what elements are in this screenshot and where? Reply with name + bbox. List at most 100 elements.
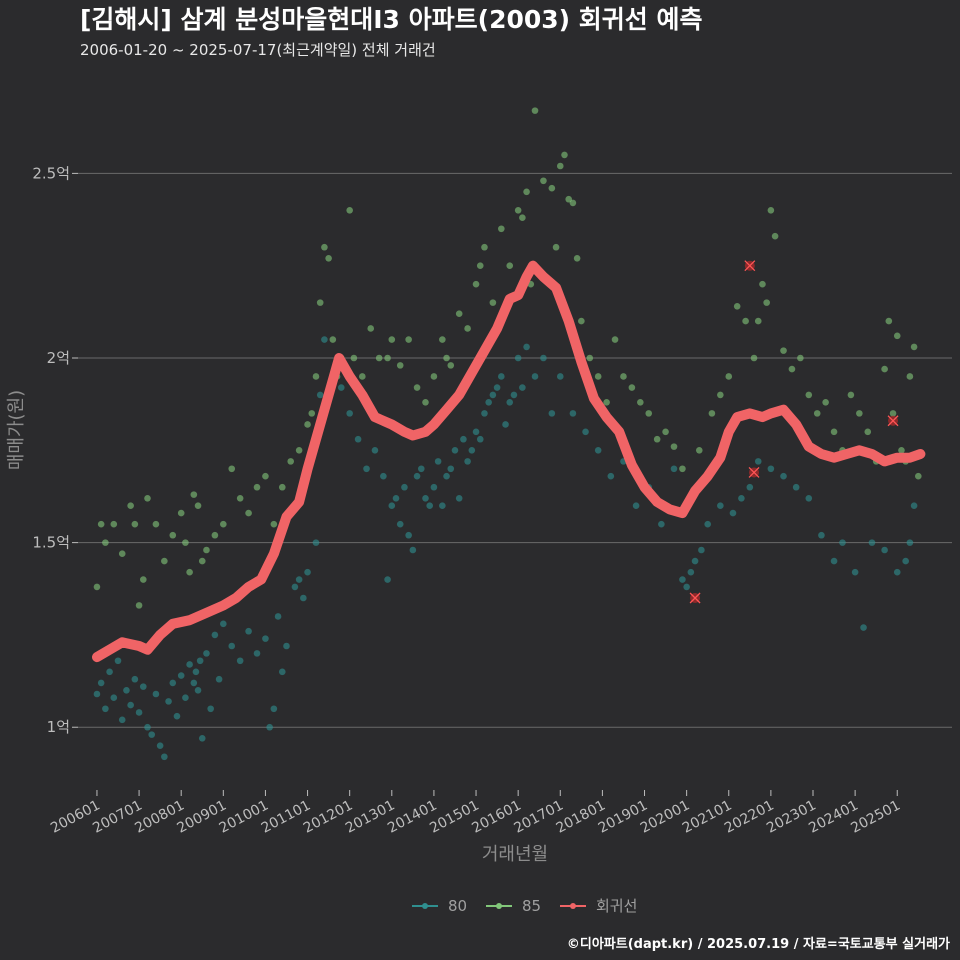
data-point-80 <box>851 568 859 576</box>
data-point-85 <box>506 262 514 269</box>
data-point-85 <box>805 391 813 399</box>
data-point-85 <box>906 373 914 380</box>
data-point-80 <box>396 520 404 528</box>
data-point-85 <box>321 243 328 251</box>
data-point-80 <box>451 447 459 454</box>
data-point-85 <box>198 557 206 565</box>
data-point-80 <box>523 343 530 351</box>
data-point-85 <box>813 410 821 417</box>
data-point-80 <box>519 384 526 391</box>
data-point-85 <box>308 410 316 417</box>
data-point-80 <box>607 472 615 480</box>
data-point-80 <box>658 520 665 528</box>
legend-swatch-dot <box>570 903 576 909</box>
data-point-80 <box>830 557 838 565</box>
data-point-80 <box>114 657 122 665</box>
data-point-85 <box>695 447 703 454</box>
data-point-85 <box>540 177 547 185</box>
data-point-80 <box>182 694 189 701</box>
data-point-85 <box>270 520 278 528</box>
legend-label: 회귀선 <box>596 897 637 915</box>
data-point-85 <box>885 317 893 325</box>
regression-layer <box>92 260 926 663</box>
data-point-80 <box>548 410 556 417</box>
data-point-80 <box>186 661 193 668</box>
data-point-80 <box>691 557 699 565</box>
data-point-85 <box>220 520 227 528</box>
data-point-80 <box>245 627 252 635</box>
x-axis-title: 거래년월 <box>482 844 548 865</box>
data-point-80 <box>489 391 497 399</box>
data-point-85 <box>253 483 261 491</box>
data-point-85 <box>910 343 918 351</box>
data-point-80 <box>380 472 387 480</box>
data-point-85 <box>830 428 838 436</box>
data-point-80 <box>283 642 290 650</box>
data-point-80 <box>464 458 471 465</box>
data-point-80 <box>687 568 695 576</box>
data-point-85 <box>556 162 564 170</box>
data-point-85 <box>295 447 303 454</box>
data-point-80 <box>337 384 345 391</box>
data-point-85 <box>439 336 446 343</box>
data-point-80 <box>236 657 244 665</box>
data-point-85 <box>645 410 653 417</box>
data-point-80 <box>291 583 299 591</box>
data-point-85 <box>679 465 686 473</box>
data-point-85 <box>245 509 252 517</box>
data-point-80 <box>207 705 214 713</box>
data-point-80 <box>860 624 867 631</box>
data-point-85 <box>203 546 210 554</box>
data-point-80 <box>144 723 151 731</box>
data-point-80 <box>430 483 438 491</box>
data-point-85 <box>304 421 311 428</box>
data-point-80 <box>135 709 143 716</box>
data-point-80 <box>556 373 564 380</box>
data-point-80 <box>228 642 236 650</box>
data-point-80 <box>173 712 181 720</box>
data-point-85 <box>131 520 139 528</box>
data-point-85 <box>662 428 669 436</box>
data-point-80 <box>569 410 577 417</box>
data-point-85 <box>405 336 412 343</box>
data-point-85 <box>350 354 358 362</box>
data-point-80 <box>704 520 712 528</box>
data-point-85 <box>93 583 101 591</box>
data-point-85 <box>788 365 796 373</box>
data-point-85 <box>152 520 160 528</box>
data-point-80 <box>384 576 391 583</box>
data-point-85 <box>144 495 151 502</box>
data-point-80 <box>767 465 775 473</box>
data-point-80 <box>409 546 417 554</box>
data-point-85 <box>110 520 118 528</box>
data-point-85 <box>118 550 126 557</box>
data-point-85 <box>312 373 320 380</box>
y-tick-label: 1.5억 <box>32 534 70 552</box>
data-point-85 <box>455 310 463 317</box>
data-point-85 <box>611 336 619 343</box>
data-point-85 <box>708 410 716 417</box>
data-point-85 <box>413 384 421 391</box>
data-point-80 <box>363 465 370 473</box>
data-point-80 <box>514 354 522 362</box>
data-point-80 <box>910 502 918 509</box>
data-point-80 <box>316 391 324 399</box>
legend-label: 85 <box>522 897 541 915</box>
data-point-85 <box>139 576 147 583</box>
data-point-85 <box>742 317 749 325</box>
data-point-85 <box>771 232 779 240</box>
data-point-80 <box>679 576 686 583</box>
data-point-80 <box>118 716 126 724</box>
data-point-85 <box>514 207 522 214</box>
data-point-85 <box>481 243 488 251</box>
data-point-80 <box>139 683 147 690</box>
outlier-markers <box>689 260 899 604</box>
data-point-85 <box>211 531 219 539</box>
data-point-80 <box>481 410 488 417</box>
data-point-85 <box>620 373 627 380</box>
data-point-80 <box>893 568 901 576</box>
data-point-80 <box>177 672 185 679</box>
data-point-80 <box>594 447 602 454</box>
data-point-80 <box>510 391 518 399</box>
